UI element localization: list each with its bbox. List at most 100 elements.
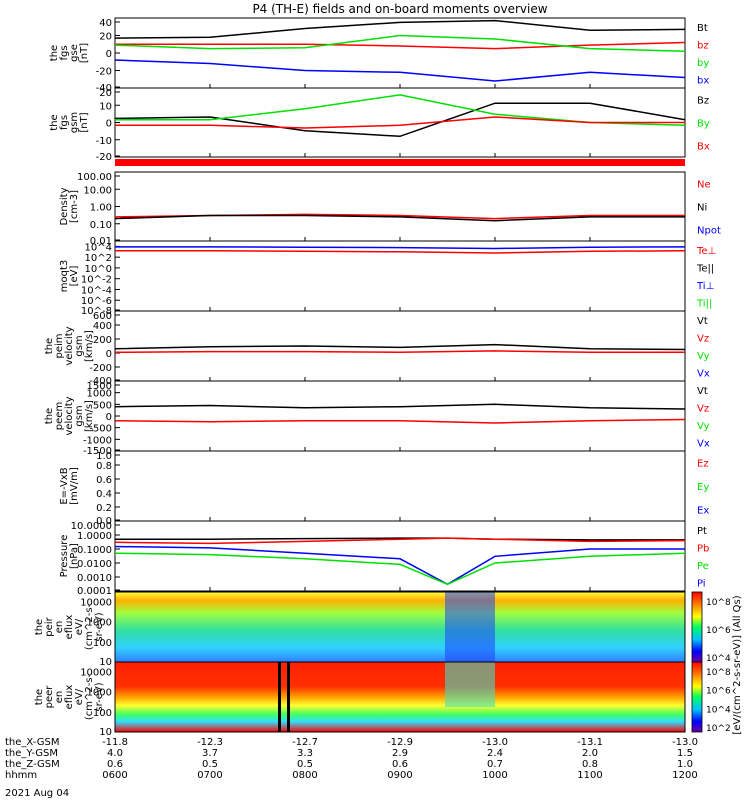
y-axis-label: gsm <box>74 335 85 356</box>
electron-spectrogram-dropout <box>445 662 495 707</box>
y-tick-label: -400 <box>89 376 112 387</box>
y-tick-label: 40 <box>99 18 112 29</box>
y-tick-label: -20 <box>96 67 112 78</box>
x-axis-value: 1100 <box>577 770 602 781</box>
panel-2: 20 10 0 -10 -20 the fgs gsm [nT] Bz By Bx <box>49 87 710 163</box>
y-tick-label: 0 <box>106 349 112 360</box>
colorbar: 10^8 10^6 10^4 10^8 10^6 10^4 10^2 [eV/(cm^2-s… <box>691 591 743 735</box>
series-line <box>114 403 686 410</box>
colorbar-tick-label: 10^2 <box>706 724 731 734</box>
y-axis-label: the <box>44 338 55 354</box>
colorbar-tick-label: 10^4 <box>706 705 731 715</box>
legend-entry: Vt <box>697 316 708 327</box>
y-axis-label: the <box>49 114 60 130</box>
colorbar-tick-label: 10^6 <box>706 626 731 636</box>
y-axis-label: the <box>34 619 45 635</box>
y-axis-label: the <box>44 408 55 424</box>
y-axis-label: peer <box>44 685 55 709</box>
panel-frame <box>114 380 686 452</box>
y-axis-label: [eV] <box>69 266 80 287</box>
x-axis-value: 0.8 <box>582 759 598 770</box>
colorbar-tick-label: 10^8 <box>706 668 731 678</box>
panel-9: 10000 1000 100 10 the peir en eflux eV/(cm^2-s-s… <box>34 598 686 668</box>
y-tick-label: 200 <box>93 335 112 346</box>
y-tick-label: 20 <box>99 88 112 99</box>
y-tick-label: 10 <box>99 657 112 668</box>
legend-entry: Pt <box>697 526 707 537</box>
y-axis-label: Pressure <box>59 535 70 578</box>
series-line <box>114 418 686 424</box>
legend-entry: Ey <box>697 482 709 493</box>
x-axis-row-label: the_Z-GSM <box>5 759 60 770</box>
legend-entry: Ex <box>697 505 709 516</box>
legend-entry: Pb <box>697 543 709 554</box>
y-axis-label: fgs <box>59 45 70 60</box>
x-axis-row-label: the_Y-GSM <box>5 748 58 759</box>
y-tick-label: 10000 <box>80 598 112 609</box>
y-tick-label: 0.0001 <box>77 586 112 597</box>
x-axis-value: 1.0 <box>677 759 693 770</box>
y-tick-label: 100.00 <box>77 172 112 183</box>
y-axis-label: sr-eV) <box>94 682 105 711</box>
legend-entry: Ni <box>697 203 707 214</box>
y-tick-label: 10^-8 <box>81 306 112 317</box>
ion-spectrogram-dropout <box>445 592 495 662</box>
y-tick-label: 100 <box>93 638 112 649</box>
y-tick-label: 10^2 <box>85 253 112 264</box>
series-line <box>114 34 686 53</box>
y-axis-label: gse <box>69 44 80 62</box>
legend-entry: Bz <box>697 96 709 107</box>
electron-spectrogram-gap-1 <box>278 662 281 732</box>
x-axis-value: 0.5 <box>202 759 218 770</box>
y-tick-label: 0 <box>106 49 112 60</box>
panel-frame <box>114 450 686 522</box>
x-axis-row-label: hhmm <box>5 770 37 781</box>
y-tick-label: 0.0010 <box>77 573 112 584</box>
x-axis: the_X-GSMthe_Y-GSMthe_Z-GSMhhmm-11.84.00… <box>5 737 698 781</box>
x-axis-value: 1200 <box>672 770 697 781</box>
y-tick-label: 1.0000 <box>77 531 112 542</box>
x-axis-value: 1000 <box>482 770 507 781</box>
y-axis-label: peim <box>54 333 65 358</box>
x-axis-value: 2.4 <box>487 748 503 759</box>
y-tick-label: -20 <box>96 152 112 163</box>
electron-spectrogram-border <box>114 661 686 733</box>
x-axis-row-label: the_X-GSM <box>5 737 59 748</box>
y-axis-label: the <box>49 45 60 61</box>
x-axis-value: -13.1 <box>577 737 603 748</box>
legend-entry: Te|| <box>696 263 714 274</box>
legend-entry: by <box>697 58 709 69</box>
y-axis-label: gsm <box>74 405 85 426</box>
y-tick-label: -1500 <box>83 446 112 457</box>
y-tick-label: 10^4 <box>85 242 112 253</box>
series-line <box>114 59 686 82</box>
x-axis-value: 0800 <box>292 770 317 781</box>
x-axis-value: 0.5 <box>297 759 313 770</box>
y-axis-label: peir <box>44 616 55 636</box>
series-line <box>114 214 685 222</box>
y-tick-label: 600 <box>93 311 112 322</box>
series-line <box>115 41 686 50</box>
panel-frame <box>114 171 686 242</box>
legend-entry: Ti|| <box>696 298 712 309</box>
y-axis-label: fgs <box>59 115 70 130</box>
y-tick-label: 0.10 <box>90 220 112 231</box>
y-tick-label: 0.8 <box>96 461 112 472</box>
legend-entry: Pe <box>697 561 709 572</box>
y-tick-label: -1000 <box>83 435 112 446</box>
x-axis-value: 0.6 <box>392 759 408 770</box>
y-tick-label: 10^-6 <box>81 296 112 307</box>
y-tick-label: 10^-4 <box>81 285 112 296</box>
y-axis-label: (cm^2-s- <box>84 603 95 650</box>
y-axis-label: [cm-3] <box>69 190 80 223</box>
legend-entry: Vz <box>697 403 709 414</box>
x-axis-value: -13.0 <box>672 737 698 748</box>
y-axis-label: [mV/m] <box>69 467 80 505</box>
ion-spectrogram <box>114 591 686 663</box>
legend-entry: Bx <box>697 142 710 153</box>
panel-3: 100.00 10.00 1.00 0.10 0.01 Density [cm-3] Ne Ni… <box>59 171 721 247</box>
y-tick-label: 10.0000 <box>71 521 112 532</box>
y-tick-label: 500 <box>93 400 112 411</box>
